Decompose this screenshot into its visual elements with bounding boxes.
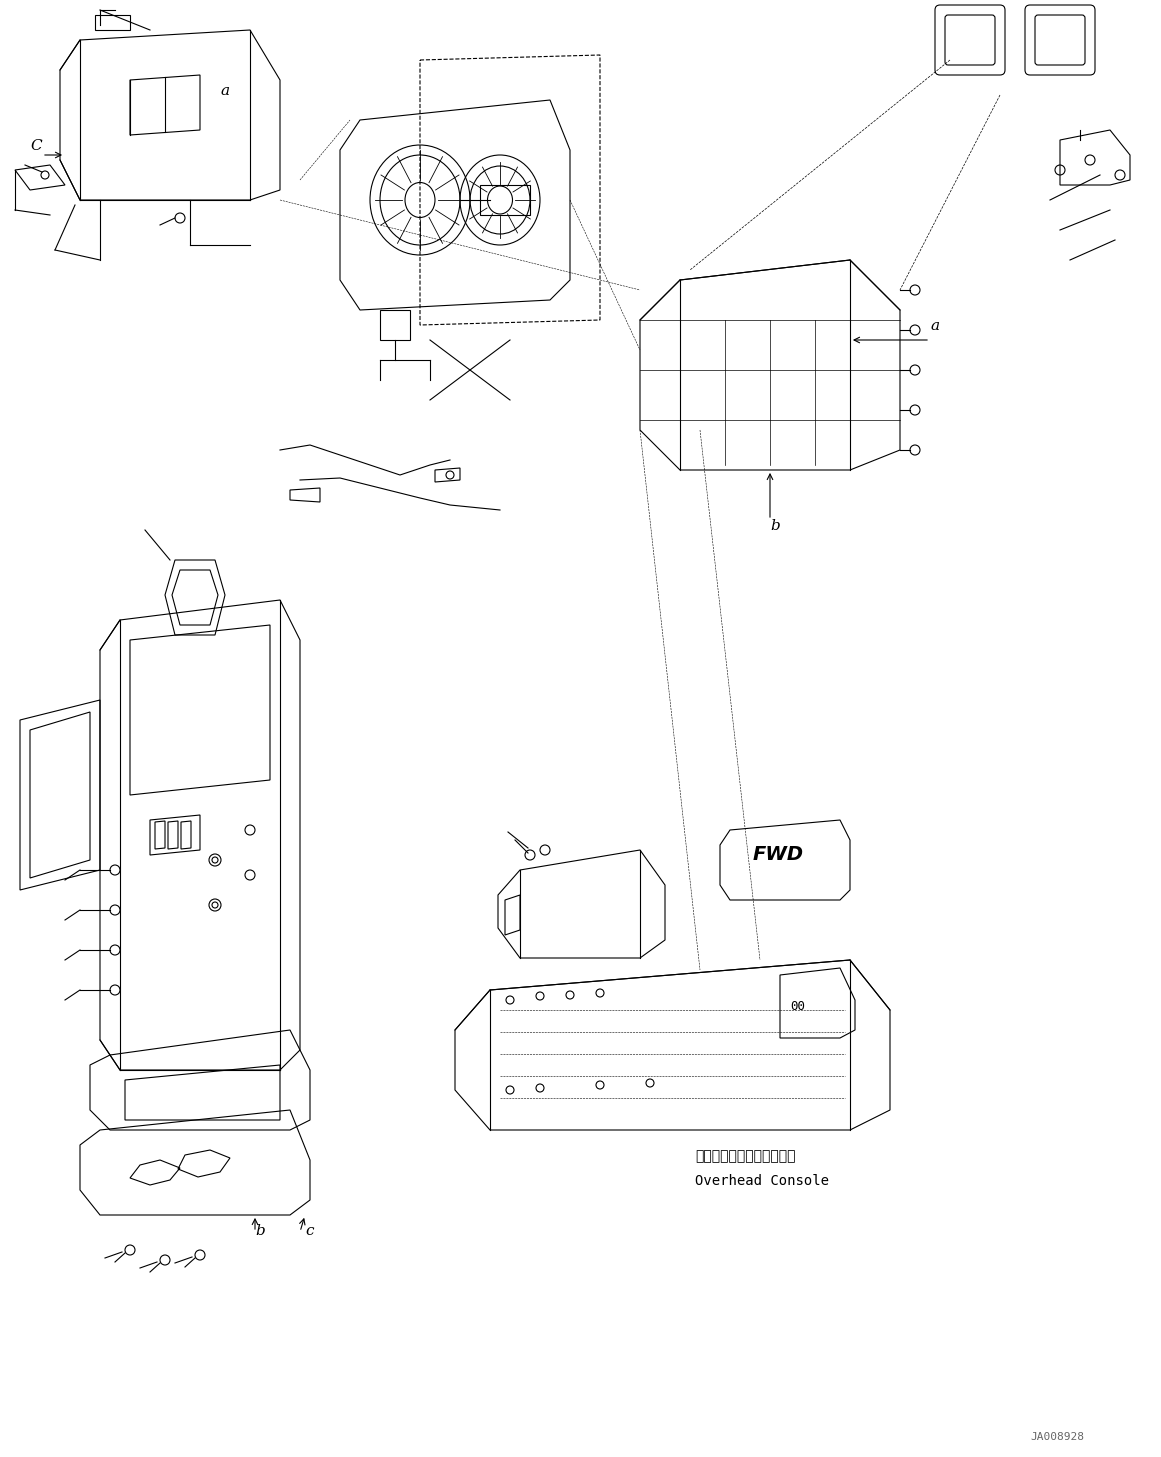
Text: b: b xyxy=(770,519,780,533)
Text: a: a xyxy=(930,319,939,334)
Text: オーバーヘッドコンソール: オーバーヘッドコンソール xyxy=(695,1150,795,1163)
Text: c: c xyxy=(305,1224,313,1238)
Text: FWD: FWD xyxy=(753,845,805,864)
Text: C: C xyxy=(30,138,42,153)
Text: Overhead Console: Overhead Console xyxy=(695,1174,829,1187)
Text: 00: 00 xyxy=(789,1000,805,1013)
Text: b: b xyxy=(255,1224,265,1238)
Text: JA008928: JA008928 xyxy=(1030,1432,1084,1442)
Text: a: a xyxy=(219,85,229,98)
